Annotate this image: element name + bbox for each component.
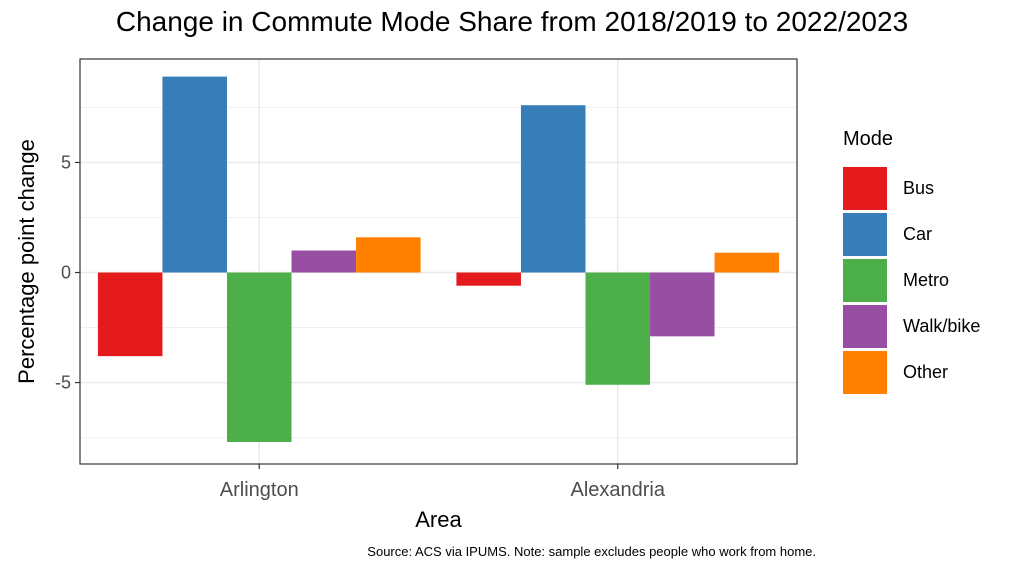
legend-item-car: Car [843, 211, 980, 257]
legend-swatch-other [843, 350, 887, 394]
chart-title: Change in Commute Mode Share from 2018/2… [115, 6, 909, 37]
bar-other-arlington [356, 237, 421, 273]
plot-border [79, 58, 798, 465]
bar-car-alexandria [520, 105, 586, 273]
legend-swatch-metro [843, 258, 887, 302]
legend-swatch-car [843, 212, 887, 256]
legend-label-bus: Bus [903, 177, 935, 198]
bar-walk-bike-alexandria [650, 272, 715, 337]
bar-other-alexandria [714, 252, 780, 273]
y-axis-title: Percentage point change [14, 139, 39, 384]
legend-label-car: Car [903, 223, 933, 244]
legend-label-walk-bike: Walk/bike [903, 315, 981, 336]
y-tick-label: 0 [61, 263, 71, 283]
bar-bus-alexandria [456, 272, 521, 286]
bar-bus-arlington [97, 272, 163, 357]
bar-metro-arlington [226, 272, 292, 442]
y-tick-label: 5 [61, 152, 71, 172]
legend-items: Bus Car Metro Walk/bike Other [843, 165, 980, 395]
bar-walk-bike-arlington [291, 250, 357, 273]
legend-item-bus: Bus [843, 165, 980, 211]
bar-car-arlington [162, 76, 227, 273]
legend-swatch-walk-bike [843, 304, 887, 348]
legend-title: Mode [843, 128, 894, 150]
x-tick-label: Arlington [220, 479, 299, 501]
legend-label-metro: Metro [903, 269, 950, 290]
legend: Mode Bus Car Metro Walk/bike Other [843, 128, 980, 395]
chart-caption: Source: ACS via IPUMS. Note: sample excl… [367, 544, 816, 559]
x-tick-label: Alexandria [570, 479, 665, 501]
legend-item-metro: Metro [843, 257, 980, 303]
y-tick-label: -5 [55, 373, 71, 393]
legend-swatch-bus [843, 166, 887, 210]
x-axis-title: Area [415, 507, 462, 532]
legend-label-other: Other [903, 361, 949, 382]
legend-item-other: Other [843, 349, 980, 395]
legend-item-walk-bike: Walk/bike [843, 303, 980, 349]
bar-metro-alexandria [585, 272, 651, 385]
